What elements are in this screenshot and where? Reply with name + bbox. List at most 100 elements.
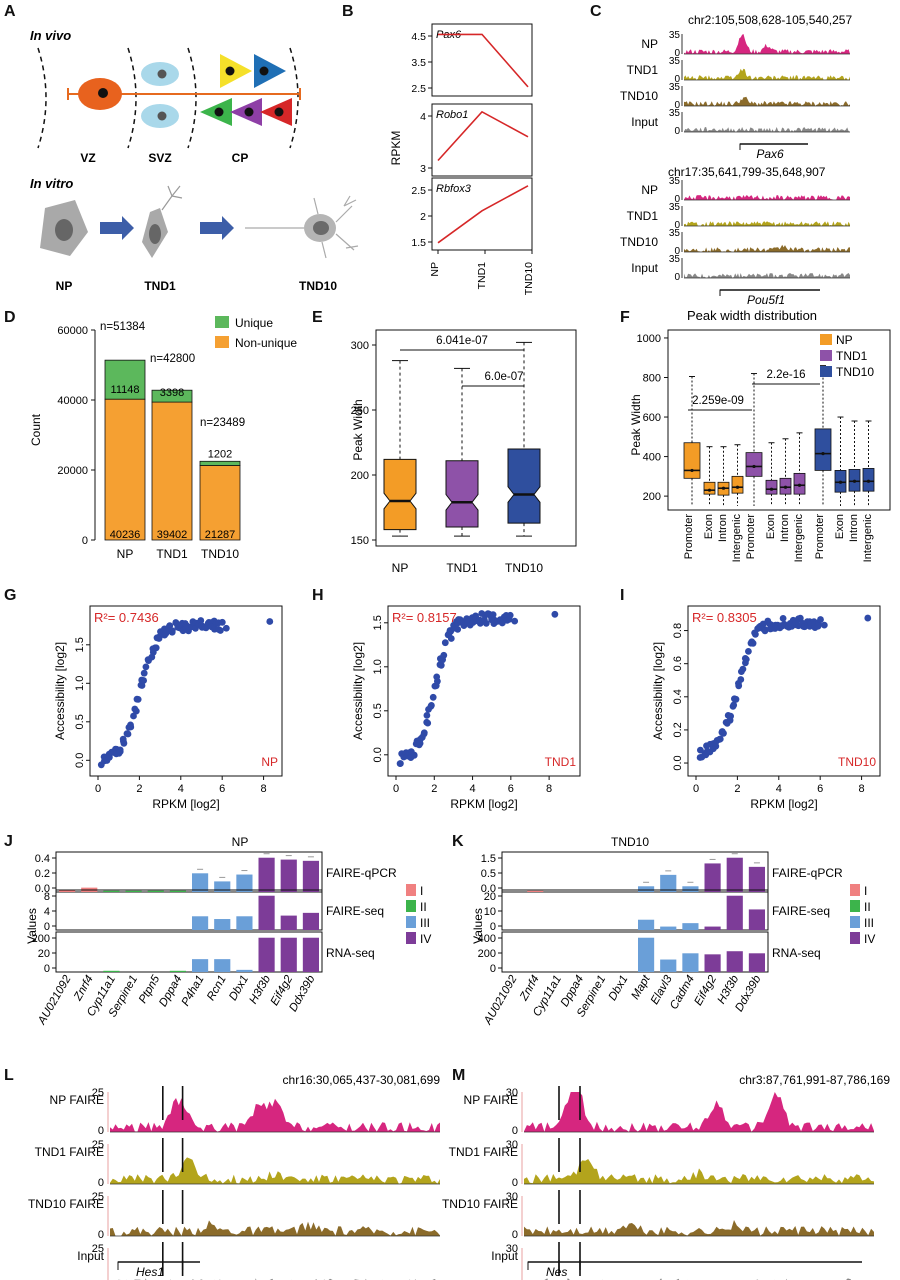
panel-c-ymax: 35	[669, 228, 681, 239]
jk-ytick-label: 200	[32, 933, 50, 945]
scatter-xtick-label: 6	[508, 783, 514, 795]
scatter-xtick-label: 0	[693, 783, 699, 795]
lm-yzero: 0	[98, 1229, 104, 1241]
panel-c-track-label: TND1	[627, 63, 659, 77]
panel-d-ytick-label: 0	[82, 535, 88, 547]
panel-d-ylabel: Count	[29, 413, 43, 446]
panel-f-xtick-label: Promoter	[683, 514, 695, 560]
jk-bar	[748, 953, 765, 972]
lm-ymax: 25	[92, 1243, 104, 1255]
panel-b-tick-label: 1.5	[411, 237, 426, 249]
scatter-ytick-label: 1.5	[372, 615, 384, 630]
scatter-point	[482, 620, 490, 627]
scatter-ytick-label: 0.0	[372, 747, 384, 762]
panel-c-track-0-3	[684, 127, 850, 132]
scatter-xtick-label: 8	[859, 783, 865, 795]
panel-c-track-label: TND1	[627, 209, 659, 223]
panel-letter-a: A	[4, 3, 16, 20]
scatter-ytick-label: 0.0	[672, 755, 684, 770]
scatter-point	[416, 740, 424, 747]
panel-letter-j: J	[4, 833, 13, 850]
panel-d-xtick-label: TND1	[156, 547, 188, 561]
panel-f-median-dot	[866, 479, 871, 483]
scatter-xtick-label: 4	[469, 783, 475, 795]
lm-tss-arrow	[527, 1261, 536, 1270]
panel-letter-b: B	[342, 3, 354, 20]
scatter-point	[752, 630, 759, 638]
panel-letter-i: I	[620, 587, 624, 604]
panel-f-median-dot	[769, 487, 774, 491]
panel-f-box	[814, 428, 832, 471]
jk-ytick-label: 0	[490, 921, 496, 933]
lm-gene-label: Nes	[546, 1265, 567, 1279]
scatter-point	[739, 665, 747, 673]
pia-boundary	[289, 47, 299, 149]
jk-ytick-label: 0	[44, 963, 50, 975]
panel-f-median-dot	[783, 485, 788, 489]
jk-bar	[704, 863, 721, 892]
panel-f-pval-2: 2.2e-16	[766, 369, 805, 381]
scatter-xtick-label: 2	[734, 783, 740, 795]
panel-e-pval-2: 6.0e-07	[484, 371, 523, 383]
scatter-point	[779, 615, 787, 622]
jk-legend-swatch	[850, 916, 860, 928]
panel-f-xtick-label: Exon	[834, 514, 846, 539]
panel-d-nonunique-label: 21287	[205, 529, 236, 541]
panel-letter-c: C	[590, 3, 602, 20]
panel-d: Count 0 20000 40000 60000 40236 11148 NP 39402 3…	[29, 316, 297, 561]
jk-legend-swatch	[850, 932, 860, 944]
jk-bar	[302, 912, 319, 930]
scatter-point	[506, 611, 514, 619]
panel-letter-f: F	[620, 309, 630, 326]
panel-a: In vivo VZ SVZ CP In vitro	[30, 28, 359, 293]
panel-d-xtick-label: NP	[117, 547, 134, 561]
jk-bar	[59, 890, 76, 892]
scatter-point	[155, 635, 163, 642]
lm-ymax: 30	[506, 1139, 518, 1151]
panel-c-yzero: 0	[674, 74, 680, 85]
jk-bar	[302, 937, 319, 972]
scatter-point	[489, 611, 497, 619]
scatter-point	[814, 622, 822, 630]
panel-k-ylabel: Values	[471, 908, 485, 944]
scatter-xtick-label: 4	[776, 783, 782, 795]
scatter-point	[817, 616, 824, 623]
panel-b-gene-robo1: Robo1	[436, 109, 468, 121]
panel-d-bar-unique-0	[104, 359, 146, 400]
scatter-xlabel: RPKM [log2]	[152, 797, 219, 811]
jk-frame	[55, 889, 323, 931]
panel-e-ytick-label: 250	[351, 405, 369, 417]
jk-bar	[103, 970, 120, 972]
panel-f-median-dot	[852, 479, 857, 483]
panel-f-box	[703, 481, 716, 495]
scatter-r2-2: R²= 0.8305	[692, 610, 757, 625]
panel-letter-h: H	[312, 587, 324, 604]
panel-b-xtick-np: NP	[429, 262, 441, 277]
panel-g-frame	[89, 605, 283, 777]
scatter-point	[132, 707, 140, 715]
panel-c-yzero: 0	[674, 48, 680, 59]
lm-yzero: 0	[512, 1177, 518, 1189]
panel-c-track-label: Input	[631, 261, 658, 275]
lm-gene-label: Hes1	[136, 1265, 164, 1279]
scatter-point	[732, 695, 740, 703]
panels-lm: chr16:30,065,437-30,081,699 chr3:87,761,…	[28, 1073, 890, 1280]
panel-c-ymax: 35	[669, 82, 681, 93]
lm-yzero: 0	[98, 1177, 104, 1189]
panel-e: Peak Width 150 200 250 300 NP TND1 TND10 6.041e…	[351, 329, 577, 575]
lm-ymax: 30	[506, 1243, 518, 1255]
jk-bar	[258, 937, 275, 972]
panel-c-track-label: NP	[641, 183, 658, 197]
panels-jk: NP TND10 Values Values FAIRE-qPCR 0.4 0.2 0…	[25, 835, 875, 1027]
panel-e-ytick-label: 150	[351, 535, 369, 547]
jk-bar	[103, 890, 120, 892]
panel-d-unique-label: 1202	[208, 448, 232, 460]
jk-ytick-label: 1.5	[481, 853, 496, 865]
scatter-xtick-label: 8	[261, 783, 267, 795]
panel-b-line-robo1	[437, 110, 529, 162]
jk-legend-swatch	[406, 884, 416, 896]
jk-legend-label: III	[864, 916, 874, 930]
panel-f-median-dot	[838, 480, 843, 484]
jk-frame	[55, 931, 323, 973]
